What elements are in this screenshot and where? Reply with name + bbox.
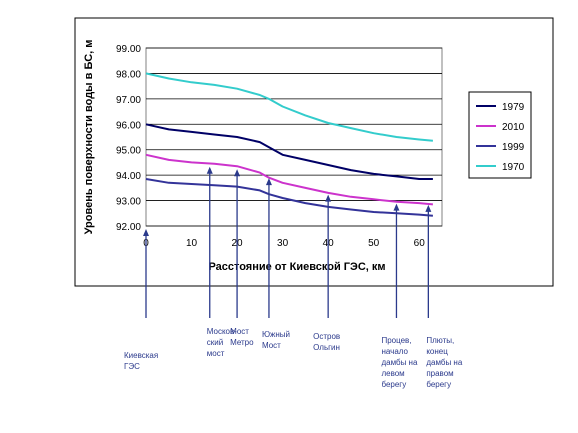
- legend-label-1970: 1970: [502, 162, 525, 173]
- annotation-arrowhead: [143, 229, 149, 236]
- series-line-1970: [145, 72, 433, 142]
- annotation-arrows: [143, 166, 432, 318]
- x-tick-label: 50: [368, 238, 380, 249]
- y-tick-label: 97.00: [116, 95, 141, 106]
- annotation-arrowhead: [425, 204, 432, 212]
- legend-label-2010: 2010: [502, 122, 525, 133]
- x-tick-label: 30: [277, 238, 289, 249]
- series-lines: [145, 72, 433, 217]
- annotation-arrowhead: [265, 178, 272, 186]
- annotation-arrowhead: [393, 203, 400, 211]
- annotation-label: Киевская ГЭС: [124, 351, 159, 371]
- annotation-label: Остров Ольгин: [313, 332, 341, 352]
- series-line-1979: [145, 123, 433, 180]
- annotation-arrowhead: [206, 166, 213, 174]
- series-line-2010: [145, 153, 433, 206]
- y-tick-label: 96.00: [116, 120, 141, 131]
- y-tick-label: 94.00: [116, 171, 141, 182]
- legend-label-1999: 1999: [502, 142, 525, 153]
- annotation-label: Плюты, конец дамбы на правом берегу: [426, 336, 463, 389]
- x-tick-label: 60: [414, 238, 426, 249]
- annotation-label: Мост Метро: [230, 327, 254, 347]
- legend: 1979 2010 1999 1970: [476, 102, 525, 173]
- annotation-label: Процев, начало дамбы на левом берегу: [381, 336, 418, 389]
- y-tick-label: 99.00: [116, 44, 141, 55]
- y-tick-label: 92.00: [116, 222, 141, 233]
- annotation-label: Южный Мост: [261, 330, 291, 350]
- x-axis-title: Расстояние от Киевской ГЭС, км: [208, 261, 385, 273]
- annotation-arrowhead: [325, 194, 332, 202]
- y-tick-label: 98.00: [116, 69, 141, 80]
- y-axis-title: Уровень поверхности воды в БС, м: [83, 40, 95, 235]
- annotation-arrowhead: [234, 169, 241, 177]
- annotation-label: Москов- ский мост: [206, 327, 237, 358]
- series-line-1999: [145, 178, 433, 217]
- y-tick-labels: 92.00 93.00 94.00 95.00 96.00 97.00 98.00 99.00: [116, 44, 141, 233]
- y-tick-label: 93.00: [116, 197, 141, 208]
- legend-label-1979: 1979: [502, 102, 525, 113]
- y-tick-label: 95.00: [116, 146, 141, 157]
- x-tick-label: 10: [186, 238, 198, 249]
